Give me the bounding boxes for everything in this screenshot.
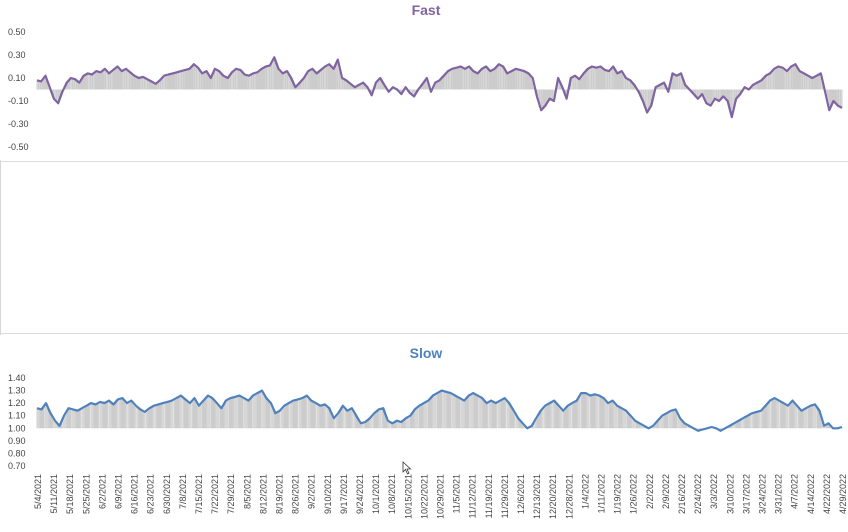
- x-tick-label: 9/24/2021: [355, 474, 365, 514]
- x-tick-label: 10/1/2021: [371, 474, 381, 514]
- slow-y-axis: 1.40 1.30 1.20 1.10 1.00 0.90 0.80 0.70: [8, 373, 26, 471]
- panel-divider-top: [0, 161, 848, 162]
- x-tick-label: 12/6/2021: [516, 474, 526, 514]
- x-tick-label: 11/19/2021: [484, 474, 494, 518]
- slow-y-tick-label: 1.10: [8, 411, 26, 421]
- x-tick-label: 6/30/2021: [162, 474, 172, 514]
- fast-chart-title: Fast: [412, 2, 441, 18]
- x-tick-label: 5/11/2021: [49, 474, 59, 513]
- x-tick-label: 10/22/2021: [419, 474, 429, 519]
- slow-y-tick-label: 0.80: [8, 448, 26, 458]
- x-tick-label: 1/4/2022: [580, 474, 590, 509]
- slow-chart: Slow 1.40 1.30 1.20 1.10 1.00 0.90 0.80 0.70 5/…: [8, 345, 848, 519]
- x-tick-label: 9/17/2021: [339, 474, 349, 514]
- x-tick-label: 3/31/2022: [774, 474, 784, 514]
- x-axis: 5/4/2021 5/11/2021 5/18/2021 5/25/2021 6/2/2…: [33, 474, 848, 519]
- x-tick-label: 10/8/2021: [387, 474, 397, 514]
- x-tick-label: 2/2/2022: [645, 474, 655, 509]
- fast-series-line: [36, 56, 843, 119]
- x-tick-label: 6/9/2021: [114, 474, 124, 509]
- x-tick-label: 1/26/2022: [629, 474, 639, 514]
- x-tick-label: 2/9/2022: [661, 474, 671, 509]
- fast-y-tick-label: -0.10: [8, 96, 29, 106]
- x-tick-label: 6/16/2021: [130, 474, 140, 514]
- x-tick-label: 4/7/2022: [790, 474, 800, 509]
- x-tick-label: 1/11/2022: [597, 474, 607, 513]
- x-tick-label: 6/2/2021: [97, 474, 107, 509]
- x-tick-label: 8/5/2021: [242, 474, 252, 509]
- slow-y-tick-label: 0.70: [8, 461, 26, 471]
- slow-y-tick-label: 1.00: [8, 423, 26, 433]
- panel-left-border: [0, 160, 1, 335]
- x-tick-label: 11/29/2021: [500, 474, 510, 518]
- x-tick-label: 5/25/2021: [81, 474, 91, 514]
- slow-chart-title: Slow: [410, 345, 443, 361]
- fast-y-tick-label: 0.50: [8, 27, 26, 37]
- x-tick-label: 10/29/2021: [436, 474, 446, 519]
- x-tick-label: 3/24/2022: [758, 474, 768, 514]
- slow-y-tick-label: 1.40: [8, 373, 26, 383]
- slow-y-tick-label: 1.30: [8, 386, 26, 396]
- x-tick-label: 8/19/2021: [275, 474, 285, 514]
- fast-y-tick-label: -0.50: [8, 142, 29, 152]
- x-tick-label: 9/2/2021: [307, 474, 317, 509]
- fast-y-tick-label: 0.30: [8, 50, 26, 60]
- x-tick-label: 12/20/2021: [548, 474, 558, 519]
- x-tick-label: 10/15/2021: [403, 474, 413, 519]
- x-tick-label: 12/13/2021: [532, 474, 542, 519]
- x-tick-label: 2/16/2022: [677, 474, 687, 514]
- x-tick-label: 3/3/2022: [709, 474, 719, 509]
- x-tick-label: 1/19/2022: [613, 474, 623, 514]
- slow-series-line: [36, 389, 843, 432]
- x-tick-label: 9/10/2021: [323, 474, 333, 514]
- x-tick-label: 5/18/2021: [65, 474, 75, 514]
- x-tick-label: 11/5/2021: [452, 474, 462, 513]
- x-tick-label: 5/4/2021: [33, 474, 43, 509]
- fast-y-tick-label: -0.30: [8, 119, 29, 129]
- fast-y-tick-label: 0.10: [8, 73, 26, 83]
- x-tick-label: 3/17/2022: [741, 474, 751, 514]
- fast-y-axis: 0.50 0.30 0.10 -0.10 -0.30 -0.50: [8, 27, 29, 152]
- slow-y-tick-label: 0.90: [8, 436, 26, 446]
- x-tick-label: 7/8/2021: [178, 474, 188, 509]
- fast-whiskers: [36, 57, 843, 118]
- mouse-cursor-icon: [402, 461, 412, 475]
- x-tick-label: 8/26/2021: [291, 474, 301, 514]
- x-tick-label: 12/28/2021: [564, 474, 574, 519]
- x-tick-label: 7/15/2021: [194, 474, 204, 514]
- x-tick-label: 11/12/2021: [468, 474, 478, 518]
- x-tick-label: 4/14/2022: [806, 474, 816, 514]
- x-tick-label: 8/12/2021: [258, 474, 268, 514]
- slow-y-tick-label: 1.20: [8, 398, 26, 408]
- x-tick-label: 3/10/2022: [725, 474, 735, 514]
- x-tick-label: 6/23/2021: [146, 474, 156, 514]
- x-tick-label: 4/29/2022: [838, 474, 848, 514]
- x-tick-label: 2/24/2022: [693, 474, 703, 514]
- slow-whiskers: [36, 390, 843, 431]
- x-tick-label: 7/22/2021: [210, 474, 220, 514]
- x-tick-label: 4/22/2022: [822, 474, 832, 514]
- x-tick-label: 7/29/2021: [226, 474, 236, 514]
- panel-divider-bottom: [0, 333, 848, 334]
- fast-chart: Fast 0.50 0.30 0.10 -0.10 -0.30 -0.50: [8, 2, 843, 152]
